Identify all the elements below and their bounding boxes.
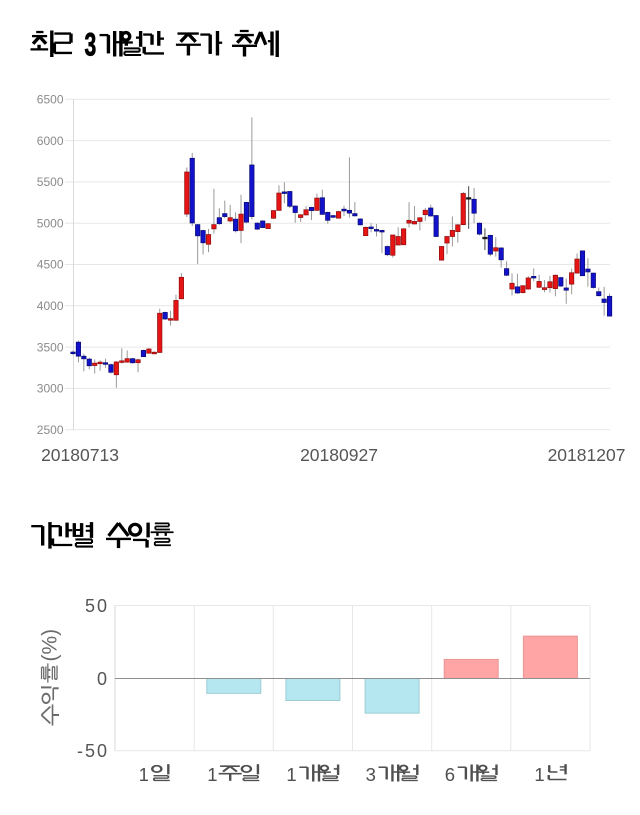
svg-text:5000: 5000 xyxy=(37,216,64,230)
svg-text:1: 1 xyxy=(207,764,217,785)
svg-text:2500: 2500 xyxy=(37,423,64,437)
svg-text:1: 1 xyxy=(534,764,544,785)
svg-text:0: 0 xyxy=(97,669,109,689)
svg-text:-50: -50 xyxy=(77,741,109,761)
svg-text:3500: 3500 xyxy=(37,340,64,354)
svg-text:20180927: 20180927 xyxy=(300,445,378,465)
svg-text:3000: 3000 xyxy=(37,382,64,396)
svg-text:20181207: 20181207 xyxy=(548,445,626,465)
svg-text:4000: 4000 xyxy=(37,299,64,313)
svg-text:6500: 6500 xyxy=(37,93,64,107)
svg-text:6: 6 xyxy=(445,764,455,785)
svg-text:20180713: 20180713 xyxy=(41,445,119,465)
svg-text:3: 3 xyxy=(85,26,97,63)
svg-text:(%): (%) xyxy=(39,629,62,662)
svg-text:1: 1 xyxy=(139,764,149,785)
svg-text:50: 50 xyxy=(85,596,109,616)
svg-text:3: 3 xyxy=(366,764,376,785)
svg-text:5500: 5500 xyxy=(37,175,64,189)
svg-text:4500: 4500 xyxy=(37,258,64,272)
svg-text:1: 1 xyxy=(286,764,296,785)
svg-text:6000: 6000 xyxy=(37,134,64,148)
